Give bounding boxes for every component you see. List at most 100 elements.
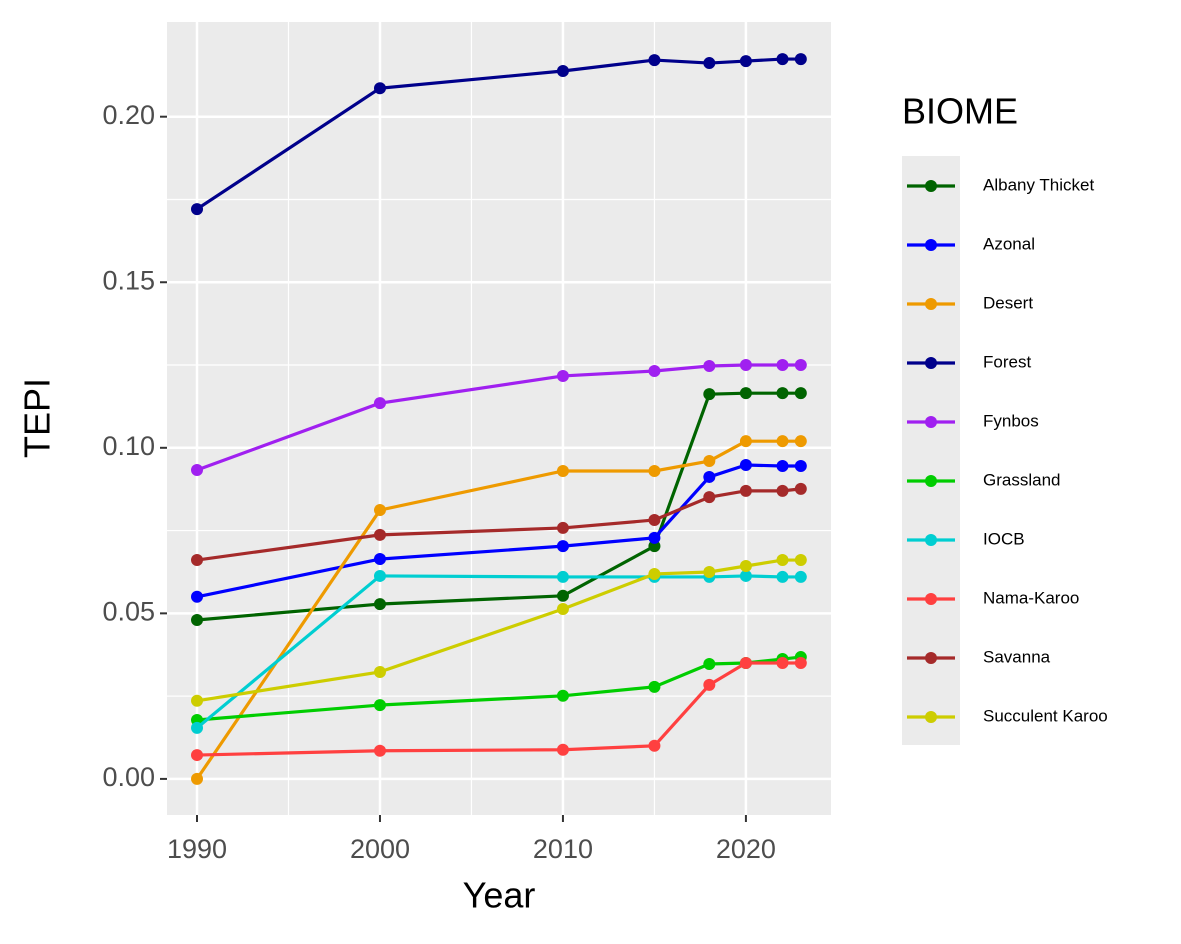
point (703, 388, 716, 401)
point (556, 464, 569, 477)
y-tick-label: 0.10 (102, 431, 155, 461)
legend-label: Grassland (983, 470, 1060, 489)
y-tick-label: 0.20 (102, 100, 155, 130)
point (648, 567, 661, 580)
legend-key-point (925, 180, 937, 192)
series-line (196, 363, 801, 472)
legend-key-point (925, 534, 937, 546)
point (703, 57, 716, 70)
point (739, 569, 752, 582)
legend-label: IOCB (983, 529, 1025, 548)
series-line (196, 558, 801, 703)
point (648, 531, 661, 544)
point (776, 570, 789, 583)
legend-label: Desert (983, 293, 1033, 312)
point (794, 359, 807, 372)
point (794, 657, 807, 670)
grid: 0.00 0.05 0.10 0.15 0.20 1990 2000 2010 2020 (102, 22, 831, 864)
legend-key-point (925, 239, 937, 251)
y-tick-label: 0.15 (102, 265, 155, 295)
point (794, 435, 807, 448)
point (776, 484, 789, 497)
point (739, 55, 752, 68)
point (776, 554, 789, 567)
point (703, 360, 716, 373)
point (648, 739, 661, 752)
point (373, 82, 386, 95)
y-tick-label: 0.00 (102, 762, 155, 792)
legend-key-point (925, 298, 937, 310)
point (191, 694, 204, 707)
point (794, 53, 807, 66)
point (739, 387, 752, 400)
point (373, 569, 386, 582)
point (794, 554, 807, 567)
point (373, 744, 386, 757)
point (703, 470, 716, 483)
point (191, 749, 204, 762)
legend-title: BIOME (902, 91, 1018, 132)
point (703, 455, 716, 468)
point (373, 665, 386, 678)
x-tick-label: 2000 (350, 834, 410, 864)
point (794, 387, 807, 400)
point (739, 435, 752, 448)
point (373, 699, 386, 712)
point (648, 540, 661, 553)
point (191, 721, 204, 734)
point (556, 689, 569, 702)
point (648, 54, 661, 67)
point (556, 589, 569, 602)
point (648, 680, 661, 693)
point (776, 460, 789, 473)
point (776, 435, 789, 448)
point (739, 657, 752, 670)
legend-label: Nama-Karoo (983, 588, 1079, 607)
legend-key-point (925, 593, 937, 605)
legend-key-point (925, 711, 937, 723)
point (776, 657, 789, 670)
series-line (196, 661, 801, 757)
point (556, 743, 569, 756)
point (703, 565, 716, 578)
point (373, 504, 386, 517)
point (739, 484, 752, 497)
point (556, 570, 569, 583)
series-line (196, 655, 801, 722)
point (556, 540, 569, 553)
point (373, 528, 386, 541)
legend: Albany Thicket Azonal Desert Forest Fynbos Gr… (907, 175, 1108, 725)
y-tick-label: 0.05 (102, 596, 155, 626)
point (794, 460, 807, 473)
legend-key-point (925, 475, 937, 487)
legend-key-box (902, 156, 960, 745)
point (191, 554, 204, 567)
x-tick-label: 2010 (533, 834, 593, 864)
series-line (195, 439, 801, 780)
point (648, 364, 661, 377)
y-axis-title: TEPI (17, 378, 58, 458)
x-tick-label: 2020 (716, 834, 776, 864)
series-line (196, 487, 801, 562)
point (776, 53, 789, 66)
point (556, 65, 569, 78)
series-line (196, 57, 801, 211)
point (739, 459, 752, 472)
series-line (196, 391, 801, 622)
point (703, 658, 716, 671)
point (556, 521, 569, 534)
point (556, 369, 569, 382)
point (739, 560, 752, 573)
point (191, 203, 204, 216)
x-axis-title: Year (463, 875, 536, 916)
x-tick-label: 1990 (167, 834, 227, 864)
plot (191, 53, 807, 785)
legend-label: Forest (983, 352, 1031, 371)
point (191, 772, 204, 785)
point (648, 513, 661, 526)
legend-label: Albany Thicket (983, 175, 1094, 194)
series-line (195, 574, 801, 730)
point (776, 387, 789, 400)
legend-label: Savanna (983, 647, 1051, 666)
legend-label: Succulent Karoo (983, 706, 1108, 725)
